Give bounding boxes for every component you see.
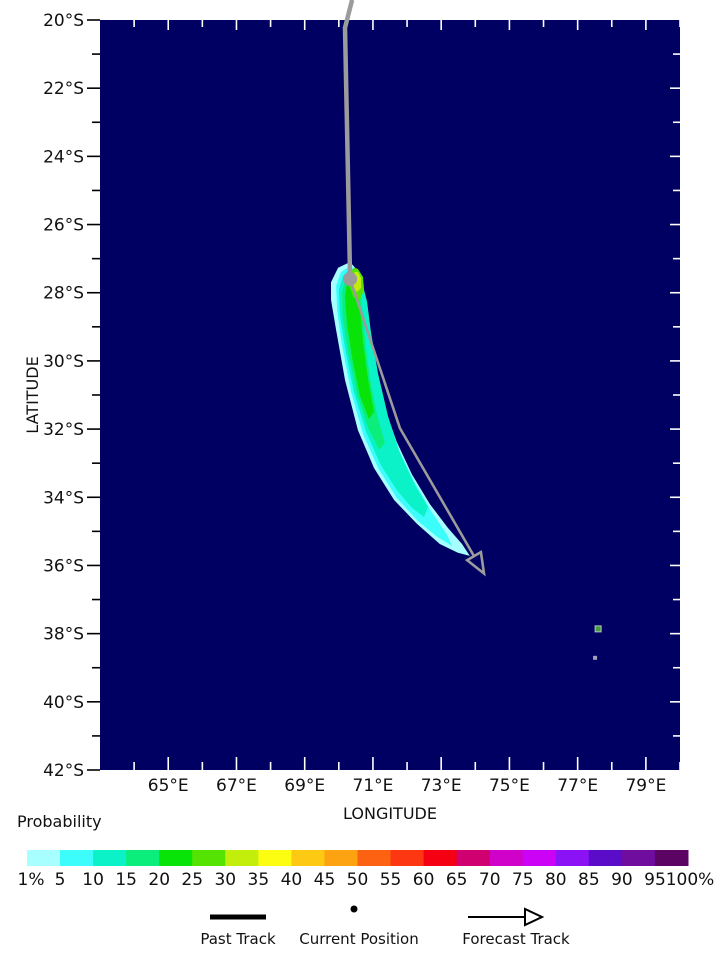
colorbar-tick-label: 25 [181, 870, 203, 890]
lon-tick-label: 71°E [353, 776, 394, 796]
lat-tick-label: 32°S [43, 420, 84, 440]
colorbar-tick-label: 70 [479, 870, 501, 890]
island-marker [594, 625, 602, 633]
lat-tick-label: 24°S [43, 147, 84, 167]
colorbar-segment [588, 850, 623, 866]
colorbar-segment [126, 850, 160, 866]
colorbar-tick-label: 80 [545, 870, 567, 890]
colorbar-segment [192, 850, 226, 866]
colorbar-segment [225, 850, 259, 866]
colorbar-tick-label: 75 [512, 870, 534, 890]
current-position-marker [343, 272, 358, 287]
island-marker [593, 655, 598, 660]
colorbar-tick-label: 65 [446, 870, 468, 890]
colorbar-tick-label: 35 [248, 870, 270, 890]
lat-tick-label: 28°S [43, 284, 84, 304]
x-axis-title: LONGITUDE [343, 804, 437, 823]
colorbar-tick-label: 85 [578, 870, 600, 890]
colorbar-tick-label: 40 [281, 870, 303, 890]
colorbar-segment [654, 850, 689, 866]
lon-tick-label: 79°E [625, 776, 666, 796]
current-position-legend-icon [350, 905, 358, 913]
lat-tick-label: 38°S [43, 625, 84, 645]
colorbar-tick-label: 95 [644, 870, 666, 890]
colorbar-segment [456, 850, 491, 866]
colorbar-tick-label: 30 [214, 870, 236, 890]
lon-tick-label: 67°E [216, 776, 257, 796]
colorbar-tick-label: 50 [347, 870, 369, 890]
colorbar-tick-label: 10 [82, 870, 104, 890]
colorbar-segment [390, 850, 425, 866]
colorbar-segment [621, 850, 656, 866]
colorbar-segment [423, 850, 458, 866]
colorbar-segment [60, 850, 94, 866]
lat-tick-label: 30°S [43, 352, 84, 372]
colorbar-segment [291, 850, 325, 866]
lon-tick-label: 65°E [148, 776, 189, 796]
lat-tick-label: 42°S [43, 761, 84, 781]
lon-tick-label: 69°E [284, 776, 325, 796]
lon-tick-label: 77°E [557, 776, 598, 796]
past-track-line [342, 0, 355, 280]
forecast-track-legend-arrowhead-icon [524, 907, 545, 927]
colorbar-segment [555, 850, 590, 866]
forecast-track-line [348, 278, 476, 557]
lat-tick-label: 22°S [43, 79, 84, 99]
lat-tick-label: 26°S [43, 216, 84, 236]
colorbar-tick-label: 60 [413, 870, 435, 890]
legend-label: Past Track [200, 930, 276, 948]
colorbar-tick-label: 5 [55, 870, 66, 890]
colorbar-tick-label: 20 [148, 870, 170, 890]
colorbar-tick-label: 15 [115, 870, 137, 890]
colorbar-segment [27, 850, 61, 866]
legend-label: Current Position [299, 930, 419, 948]
lon-tick-label: 75°E [489, 776, 530, 796]
lat-tick-label: 20°S [43, 11, 84, 31]
legend-label: Forecast Track [462, 930, 570, 948]
lon-tick-label: 73°E [421, 776, 462, 796]
colorbar-segment [489, 850, 524, 866]
colorbar-title: Probability [17, 812, 102, 831]
colorbar-tick-label: 1% [18, 870, 45, 890]
colorbar-tick-label: 90 [611, 870, 633, 890]
colorbar-tick-label: 100% [666, 870, 715, 890]
lat-tick-label: 36°S [43, 556, 84, 576]
colorbar-tick-label: 45 [314, 870, 336, 890]
colorbar-segment [522, 850, 557, 866]
lat-tick-label: 34°S [43, 488, 84, 508]
colorbar-tick-label: 55 [380, 870, 402, 890]
forecast-arrowhead-icon [464, 550, 486, 577]
y-axis-title: LATITUDE [23, 356, 42, 433]
colorbar-segment [93, 850, 127, 866]
colorbar-segment [324, 850, 358, 866]
probability-contour-20pct [345, 273, 374, 419]
lat-tick-label: 40°S [43, 693, 84, 713]
colorbar-segment [357, 850, 392, 866]
colorbar-segment [258, 850, 292, 866]
colorbar-segment [159, 850, 193, 866]
